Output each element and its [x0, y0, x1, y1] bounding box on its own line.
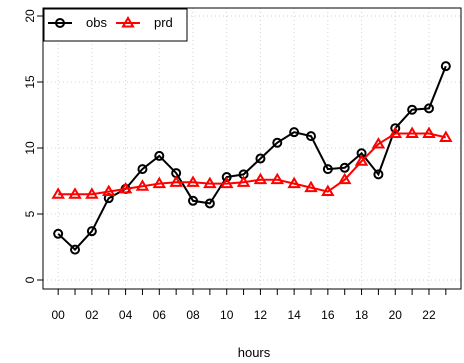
data-point-prd	[68, 187, 82, 199]
data-point-prd	[439, 130, 453, 142]
grid-lines	[43, 8, 461, 289]
data-point-prd	[236, 175, 251, 187]
data-point-prd	[388, 126, 403, 138]
data-point-prd	[287, 176, 301, 189]
data-point-obs	[154, 150, 165, 161]
x-tick-label: 12	[254, 308, 268, 322]
data-point-prd	[152, 176, 167, 189]
data-point-obs	[188, 195, 199, 206]
y-tick-label: 0	[23, 276, 37, 283]
series-line-prd	[58, 132, 447, 196]
y-axis: 0 5 10 15 20	[23, 9, 43, 283]
data-point-prd	[118, 181, 133, 194]
legend-label-prd: prd	[154, 15, 173, 30]
legend: obs prd	[43, 8, 188, 42]
y-tick-label: 10	[23, 141, 37, 155]
y-tick-label: 5	[23, 210, 37, 217]
y-tick-label: 20	[23, 9, 37, 23]
data-point-prd	[354, 154, 369, 166]
x-tick-label: 18	[355, 308, 369, 322]
y-tick-label: 15	[23, 75, 37, 89]
data-point-prd	[422, 126, 436, 138]
data-point-prd	[219, 176, 234, 189]
data-point-obs	[137, 164, 148, 175]
x-tick-label: 06	[153, 308, 167, 322]
x-tick-label: 04	[119, 308, 133, 322]
x-tick-label: 14	[287, 308, 301, 322]
x-tick-label: 22	[422, 308, 436, 322]
legend-label-obs: obs	[86, 15, 107, 30]
data-point-prd	[304, 180, 318, 193]
data-point-obs	[423, 103, 434, 114]
legend-marker-obs	[55, 18, 65, 28]
data-point-obs	[305, 131, 316, 142]
data-point-prd	[337, 172, 352, 185]
data-point-obs	[255, 153, 266, 164]
data-point-obs	[390, 123, 401, 134]
x-axis: 00 02 04 06 08 10 12 14 16 18 20 22	[51, 289, 447, 322]
data-point-prd	[203, 176, 217, 189]
data-point-prd	[253, 172, 268, 185]
data-point-obs	[86, 226, 97, 237]
data-point-obs	[339, 162, 350, 173]
data-point-prd	[405, 126, 419, 138]
data-point-prd	[186, 175, 200, 187]
data-point-obs	[440, 61, 451, 72]
x-tick-label: 08	[186, 308, 200, 322]
data-point-obs	[70, 244, 81, 255]
series-line-obs	[57, 65, 447, 252]
data-point-obs	[221, 172, 232, 183]
data-point-prd	[85, 187, 99, 199]
x-tick-label: 20	[389, 308, 403, 322]
x-tick-label: 02	[85, 308, 99, 322]
x-tick-label: 10	[220, 308, 234, 322]
plot-frame	[42, 7, 462, 290]
data-point-prd	[169, 175, 183, 187]
data-point-prd	[51, 187, 65, 199]
data-point-obs	[53, 228, 64, 239]
data-point-obs	[272, 137, 283, 148]
legend-marker-prd	[121, 16, 135, 28]
data-point-prd	[321, 184, 335, 197]
data-point-obs	[373, 169, 384, 180]
x-tick-label: 16	[321, 308, 335, 322]
x-tick-label: 00	[51, 308, 65, 322]
data-point-obs	[407, 104, 418, 115]
data-point-prd	[270, 172, 285, 185]
data-point-prd	[371, 137, 386, 149]
legend-box	[43, 8, 188, 42]
data-point-obs	[322, 164, 333, 175]
data-point-obs	[289, 127, 300, 138]
x-axis-title: hours	[238, 345, 271, 360]
data-point-prd	[101, 184, 116, 197]
data-point-prd	[135, 179, 150, 191]
series-layer	[51, 61, 453, 255]
data-point-obs	[204, 198, 215, 209]
